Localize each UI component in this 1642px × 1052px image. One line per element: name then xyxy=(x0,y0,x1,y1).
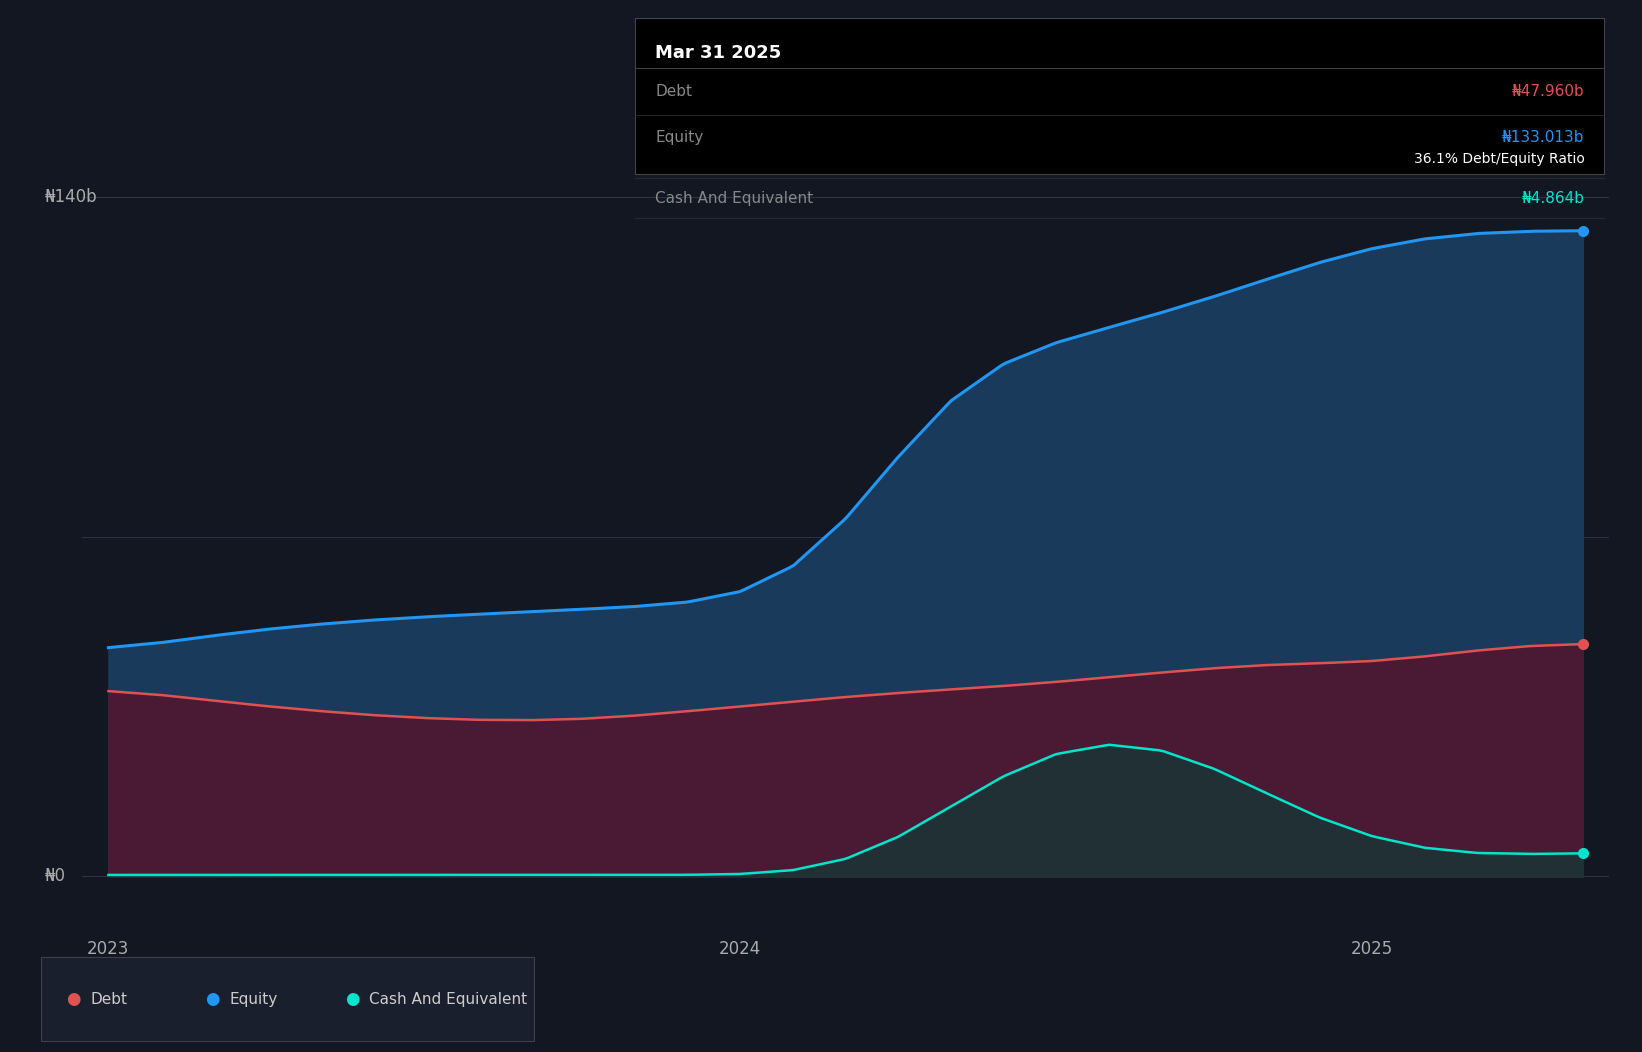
Text: 36.1% Debt/Equity Ratio: 36.1% Debt/Equity Ratio xyxy=(1414,151,1585,166)
Text: Cash And Equivalent: Cash And Equivalent xyxy=(369,992,527,1007)
Text: ₦133.013b: ₦133.013b xyxy=(1502,130,1585,145)
Text: Equity: Equity xyxy=(655,130,703,145)
Text: Debt: Debt xyxy=(90,992,128,1007)
Text: ●: ● xyxy=(345,990,360,1009)
Text: ●: ● xyxy=(205,990,220,1009)
Text: Mar 31 2025: Mar 31 2025 xyxy=(655,43,782,62)
Text: ₦4.864b: ₦4.864b xyxy=(1522,191,1585,206)
Text: Equity: Equity xyxy=(230,992,277,1007)
Text: ₦0: ₦0 xyxy=(46,868,66,886)
Text: 2025: 2025 xyxy=(1351,939,1394,957)
Text: ₦47.960b: ₦47.960b xyxy=(1512,84,1585,99)
Text: 2024: 2024 xyxy=(719,939,762,957)
Text: Cash And Equivalent: Cash And Equivalent xyxy=(655,191,813,206)
Text: Debt: Debt xyxy=(655,84,693,99)
Text: ●: ● xyxy=(66,990,80,1009)
Text: ₦140b: ₦140b xyxy=(46,187,99,205)
Text: 2023: 2023 xyxy=(87,939,130,957)
